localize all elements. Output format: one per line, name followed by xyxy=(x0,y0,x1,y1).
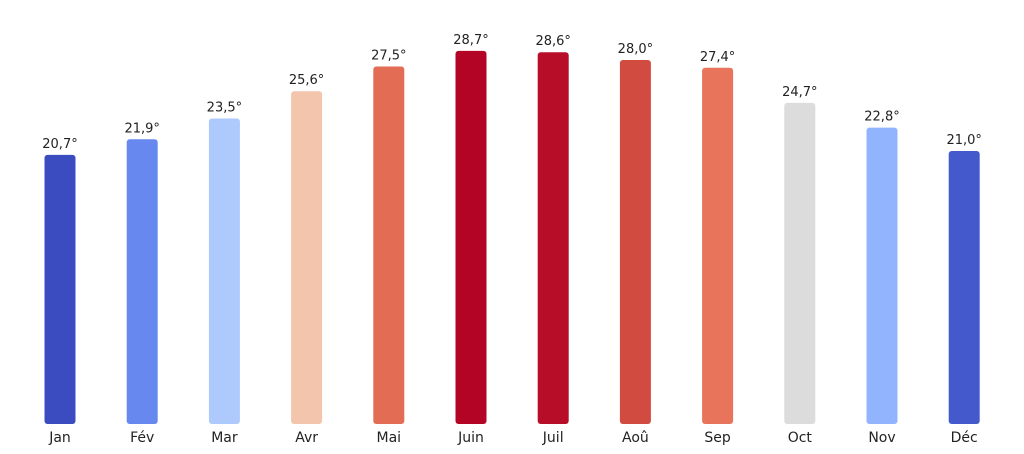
value-label-jan: 20,7° xyxy=(42,137,77,152)
x-tick-label-aou: Aoû xyxy=(622,430,649,446)
bar-dec xyxy=(948,151,980,424)
x-tick-label-juin: Juin xyxy=(457,430,484,446)
value-label-aou: 28,0° xyxy=(618,42,653,57)
value-label-oct: 24,7° xyxy=(782,85,817,100)
x-tick-label-sep: Sep xyxy=(704,430,731,446)
bar-nov xyxy=(866,127,898,424)
bar-oct xyxy=(784,102,816,425)
bar-mar xyxy=(208,118,240,424)
x-tick-label-oct: Oct xyxy=(788,430,813,446)
x-tick-label-mai: Mai xyxy=(377,430,402,446)
bar-juil xyxy=(537,52,569,424)
x-tick-label-dec: Déc xyxy=(951,430,978,446)
bar-aou xyxy=(619,60,651,424)
value-label-nov: 22,8° xyxy=(864,110,899,125)
x-tick-label-avr: Avr xyxy=(295,430,318,446)
x-tick-label-nov: Nov xyxy=(868,430,895,446)
x-tick-label-fev: Fév xyxy=(130,430,154,446)
x-tick-label-juil: Juil xyxy=(542,430,564,446)
bar-avr xyxy=(291,91,323,424)
x-tick-label-mar: Mar xyxy=(211,430,238,446)
value-label-juin: 28,7° xyxy=(453,33,488,48)
bar-fev xyxy=(126,139,158,425)
value-label-mai: 27,5° xyxy=(371,49,406,64)
x-tick-label-jan: Jan xyxy=(48,430,71,446)
value-label-sep: 27,4° xyxy=(700,50,735,65)
bar-jan xyxy=(44,154,76,424)
bar-sep xyxy=(702,67,734,425)
value-label-mar: 23,5° xyxy=(207,101,242,116)
bars-group xyxy=(44,50,980,425)
bar-juin xyxy=(455,50,487,425)
bar-mai xyxy=(373,66,405,424)
value-label-avr: 25,6° xyxy=(289,73,324,88)
x-tick-labels-group: Jan Fév Mar Avr Mai Juin Juil Aoû Sep Oct Nov Déc xyxy=(48,430,978,446)
value-label-dec: 21,0° xyxy=(946,133,981,148)
value-label-juil: 28,6° xyxy=(535,34,570,49)
value-label-fev: 21,9° xyxy=(124,121,159,136)
value-labels-group: 20,7° 21,9° 23,5° 25,6° 27,5° 28,7° 28,6° 28,0°… xyxy=(42,33,982,152)
